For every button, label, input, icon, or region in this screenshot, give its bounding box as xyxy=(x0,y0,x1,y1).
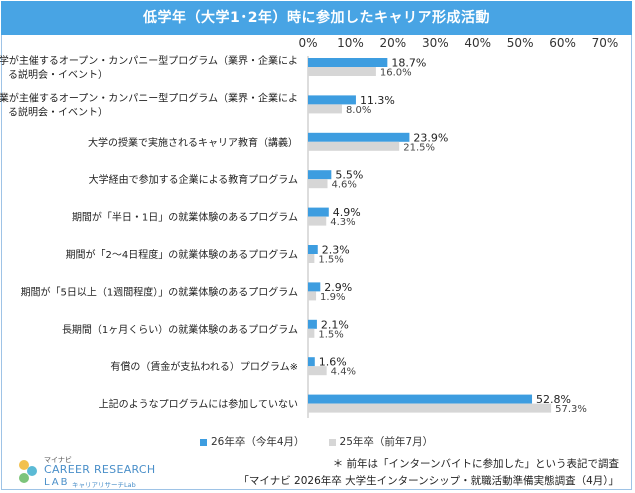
bar-current xyxy=(308,394,533,404)
x-tick-label: 10% xyxy=(337,36,364,50)
bar-current xyxy=(308,282,321,292)
value-label-current: 4.9% xyxy=(333,206,361,219)
legend-label-previous: 25年卒（前年7月） xyxy=(339,436,434,448)
value-label-current: 11.3% xyxy=(360,94,395,107)
chart-title: 低学年（大学1･2年）時に参加したキャリア形成活動 xyxy=(1,1,632,35)
x-tick-label: 40% xyxy=(464,36,491,50)
value-label-current: 5.5% xyxy=(335,169,363,182)
value-label-previous: 4.3% xyxy=(330,217,355,228)
category-label-cont: る説明会・イベント） xyxy=(8,105,108,118)
legend: 26年卒（今年4月） 25年卒（前年7月） xyxy=(200,434,433,449)
legend-item-current: 26年卒（今年4月） xyxy=(200,434,305,449)
category-label: 期間が「半日・1日」の就業体験のあるプログラム xyxy=(72,211,298,224)
x-tick-label: 60% xyxy=(549,36,576,50)
category-label: 大学の授業で実施されるキャリア教育（講義） xyxy=(88,136,298,149)
value-label-current: 18.7% xyxy=(391,57,426,70)
value-label-previous: 1.5% xyxy=(318,329,343,340)
category-label: 大学が主催するオープン・カンパニー型プログラム（業界・企業によ xyxy=(0,54,298,67)
bar-current xyxy=(308,357,315,367)
x-tick-label: 50% xyxy=(507,36,534,50)
footnote: ＊ 前年は「インターンバイトに参加した」という表記で調査 xyxy=(332,458,619,470)
bar-current xyxy=(308,207,329,217)
logo-lab: LAB xyxy=(44,477,70,488)
category-label: 大学経由で参加する企業による教育プログラム xyxy=(89,173,298,186)
logo-subtitle: キャリアリサーチLab xyxy=(72,481,136,489)
category-label: 有償の（賃金が支払われる）プログラム※ xyxy=(110,360,298,373)
value-label-previous: 21.5% xyxy=(403,142,435,153)
value-label-current: 1.6% xyxy=(319,356,347,369)
category-label: 長期間（1ヶ月くらい）の就業体験のあるプログラム xyxy=(62,323,298,336)
value-label-previous: 4.6% xyxy=(332,180,357,191)
bar-previous xyxy=(308,141,400,151)
bar-previous xyxy=(308,291,317,301)
x-tick-label: 20% xyxy=(380,36,407,50)
legend-label-current: 26年卒（今年4月） xyxy=(211,436,305,448)
value-label-previous: 1.5% xyxy=(318,255,343,266)
value-label-current: 2.1% xyxy=(321,318,349,331)
bar-previous xyxy=(308,254,315,263)
value-label-previous: 1.9% xyxy=(320,292,345,303)
logo-maker: マイナビ xyxy=(44,456,72,464)
bar-current xyxy=(308,170,332,180)
legend-swatch-current xyxy=(200,438,207,446)
value-label-previous: 8.0% xyxy=(346,105,371,116)
source-note: 「マイナビ 2026年卒 大学生インターンシップ・就職活動準備実態調査（4月）」 xyxy=(238,475,619,487)
bar-previous xyxy=(308,67,376,76)
value-label-current: 2.9% xyxy=(324,281,352,294)
bar-previous xyxy=(308,403,552,413)
value-label-previous: 4.4% xyxy=(331,367,356,378)
bar-current xyxy=(308,58,388,67)
category-label: 期間が「2～4日程度」の就業体験のあるプログラム xyxy=(66,248,298,261)
logo-mark-icon xyxy=(19,460,37,483)
bar-previous xyxy=(308,104,342,114)
bar-current xyxy=(308,245,318,254)
career-research-lab-logo: マイナビ CAREER RESEARCH LAB キャリアリサーチLab xyxy=(14,455,155,489)
x-tick-label: 0% xyxy=(298,36,317,50)
bar-previous xyxy=(308,179,328,189)
category-label: 上記のようなプログラムには参加していない xyxy=(99,398,298,411)
value-label-current: 52.8% xyxy=(536,393,571,406)
category-label: 期間が「5日以上（1週間程度）」の就業体験のあるプログラム xyxy=(21,285,298,298)
value-label-current: 2.3% xyxy=(322,244,350,257)
bar-current xyxy=(308,319,317,329)
bar-current xyxy=(308,95,356,105)
x-tick-label: 30% xyxy=(422,36,449,50)
category-label: 企業が主催するオープン・カンパニー型プログラム（業界・企業によ xyxy=(0,91,298,104)
category-label-cont: る説明会・イベント） xyxy=(8,68,108,81)
legend-swatch-previous xyxy=(328,438,336,446)
logo-name: CAREER RESEARCH xyxy=(44,463,156,476)
bar-previous xyxy=(308,366,327,376)
value-label-previous: 16.0% xyxy=(380,68,412,79)
bar-current xyxy=(308,132,410,142)
value-label-current: 23.9% xyxy=(413,131,448,144)
bar-previous xyxy=(308,216,327,226)
x-tick-label: 70% xyxy=(592,36,619,50)
value-label-previous: 57.3% xyxy=(555,404,587,415)
bar-previous xyxy=(308,328,315,338)
legend-item-previous: 25年卒（前年7月） xyxy=(328,434,434,449)
